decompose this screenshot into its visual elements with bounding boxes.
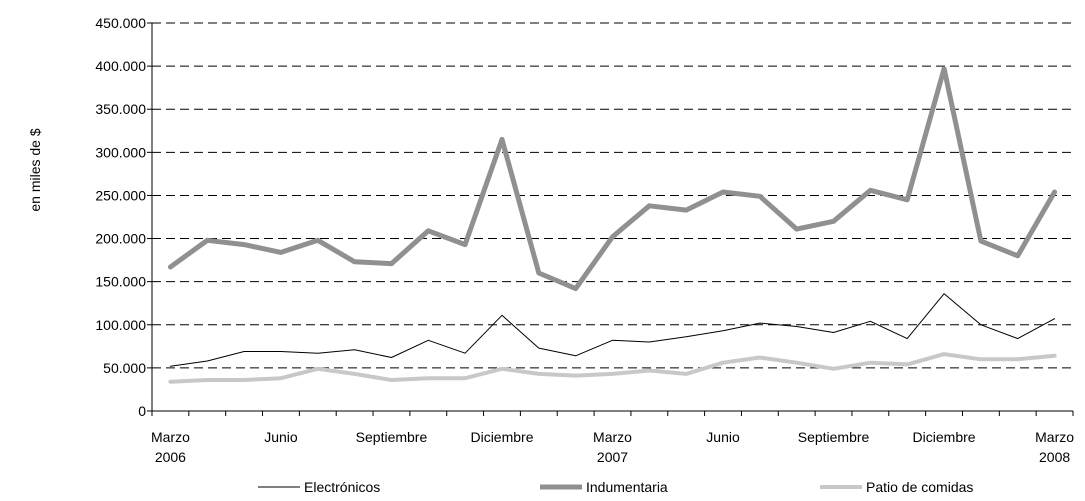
legend-label: Indumentaria <box>586 479 668 495</box>
x-tick-label-line: Septiembre <box>798 429 870 445</box>
x-tick-label-line: Diciembre <box>470 429 533 445</box>
x-tick-label-line: Junio <box>706 429 740 445</box>
x-tick-label-line: 2008 <box>1039 449 1070 465</box>
y-tick-label: 150.000 <box>95 274 146 290</box>
x-tick-label: Junio <box>264 429 298 445</box>
x-tick-label-line: Marzo <box>1035 429 1074 445</box>
y-tick-label: 350.000 <box>95 101 146 117</box>
y-tick-label: 100.000 <box>95 317 146 333</box>
series-line-3 <box>168 352 1057 384</box>
series-line-1 <box>169 293 1056 367</box>
y-tick-label: 50.000 <box>103 360 146 376</box>
x-tick-label: Septiembre <box>798 429 870 445</box>
series-line-2 <box>167 66 1058 292</box>
y-axis-label: en miles de $ <box>27 128 43 211</box>
x-tick-label-line: Junio <box>264 429 298 445</box>
y-tick-label: 300.000 <box>95 144 146 160</box>
x-tick-label: Diciembre <box>913 429 976 445</box>
x-tick-label: Marzo 2008 <box>1035 429 1074 465</box>
y-tick-label: 250.000 <box>95 187 146 203</box>
y-tick-label: 0 <box>138 403 146 419</box>
x-tick-label: Septiembre <box>356 429 428 445</box>
x-tick-label-line: 2007 <box>597 449 628 465</box>
x-tick-label-line: Marzo <box>593 429 632 445</box>
x-tick-label-line: Septiembre <box>356 429 428 445</box>
x-tick-label-line: Marzo <box>151 429 190 445</box>
y-tick-label: 400.000 <box>95 58 146 74</box>
x-tick-label-line: Diciembre <box>913 429 976 445</box>
legend: Electrónicos Indumentaria Patio de comidas <box>258 479 973 495</box>
tick-labels: 0 50.000 100.000 150.000 200.000 250.000 300.0… <box>95 15 1074 465</box>
legend-label: Electrónicos <box>304 479 380 495</box>
x-tick-label: Junio <box>706 429 740 445</box>
grid-lines <box>152 22 1073 369</box>
x-tick-label-line: 2006 <box>155 449 186 465</box>
y-tick-label: 450.000 <box>95 15 146 31</box>
legend-label: Patio de comidas <box>866 479 973 495</box>
axes <box>147 22 1074 416</box>
x-tick-label: Diciembre <box>470 429 533 445</box>
y-tick-label: 200.000 <box>95 231 146 247</box>
series-lines <box>167 66 1058 384</box>
x-tick-label: Marzo 2006 <box>151 429 190 465</box>
x-tick-label: Marzo 2007 <box>593 429 632 465</box>
